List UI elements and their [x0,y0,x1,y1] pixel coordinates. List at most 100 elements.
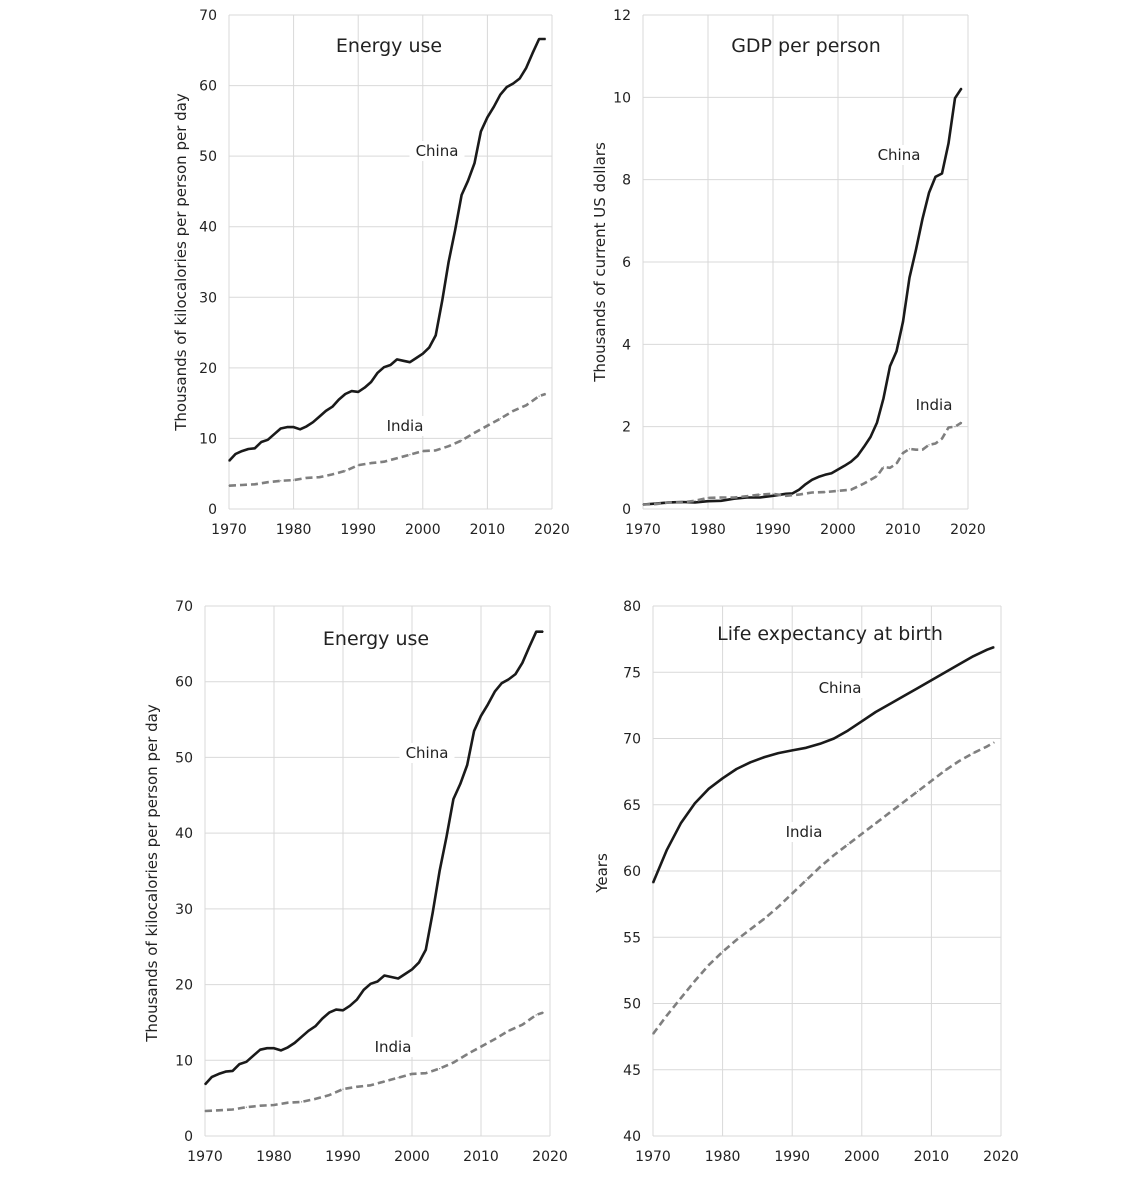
x-tick-label: 2010 [914,1149,950,1165]
x-tick-label: 2020 [950,522,986,538]
x-tick-label: 2020 [532,1149,568,1165]
y-tick-label: 30 [199,290,217,306]
series-line-china [228,37,546,462]
data-point-china [428,346,430,348]
x-tick-label: 2000 [405,522,441,538]
data-point-china [777,752,779,754]
data-point-india [466,1053,468,1055]
data-point-china [364,387,366,389]
data-point-china [514,673,517,675]
data-point-india [512,410,514,412]
y-tick-label: 70 [199,8,217,24]
series-label-bg [409,141,465,161]
data-point-china [441,300,443,302]
data-point-china [390,976,392,978]
data-point-china [824,474,826,476]
data-point-china [915,249,917,251]
data-point-china [954,97,956,99]
y-tick-label: 30 [175,902,193,918]
data-point-china [916,687,919,689]
data-point-china [863,446,865,448]
data-point-china [409,361,411,363]
data-point-india [805,879,807,881]
data-point-china [211,1076,213,1078]
data-point-india [824,491,826,493]
data-point-india [357,464,359,466]
x-tick-label: 1980 [276,522,312,538]
data-point-china [425,949,427,951]
y-tick-label: 40 [623,1129,641,1145]
data-point-china [461,194,463,196]
data-point-india [409,454,411,456]
y-tick-label: 60 [623,864,641,880]
grid [642,14,969,510]
data-point-india [889,812,891,814]
data-point-india [331,473,333,475]
data-point-china [494,691,496,693]
data-point-india [480,1046,482,1048]
x-tick-label: 1990 [774,1149,810,1165]
data-point-china [404,973,406,975]
data-point-china [204,1083,206,1086]
data-point-china [439,870,441,872]
data-point-india [759,494,761,496]
data-point-india [499,418,501,420]
data-point-china [287,1046,289,1048]
data-point-china [856,455,859,457]
data-point-china [389,364,392,366]
series-line-india [228,392,546,487]
data-point-china [837,468,839,471]
y-tick-label: 0 [208,502,217,518]
data-point-india [452,1062,454,1064]
y-tick-label: 0 [622,502,631,518]
data-point-india [204,1110,206,1112]
data-point-china [383,974,385,977]
data-point-india [314,1098,316,1100]
data-point-india [947,426,950,429]
y-tick-label: 50 [175,750,193,766]
data-point-china [934,176,937,178]
data-point-china [370,381,372,383]
data-point-china [351,390,353,392]
data-point-india [708,964,710,966]
data-point-india [972,752,974,754]
data-point-india [930,780,932,782]
data-point-china [811,479,813,481]
x-tick-label: 1980 [705,1149,741,1165]
data-point-china [889,703,891,705]
data-point-india [772,493,774,495]
data-point-china [521,662,524,664]
data-point-china [694,501,696,503]
data-point-china [519,77,521,80]
data-point-china [254,447,256,449]
data-point-china [759,496,761,499]
data-point-india [847,843,849,846]
data-point-china [876,422,878,424]
data-point-india [986,745,988,747]
series-line-china [204,630,544,1086]
y-tick-label: 10 [199,431,217,447]
data-point-china [331,406,333,408]
data-point-china [538,38,540,40]
data-point-india [934,442,937,445]
series-label-bg [365,1037,421,1057]
data-point-china [473,162,476,164]
data-point-india [293,479,295,481]
data-point-india [254,483,256,485]
data-point-china [342,1009,344,1011]
x-tick-label: 2010 [885,522,921,538]
data-point-china [349,1005,351,1007]
data-point-china [532,52,534,54]
data-point-india [902,452,904,454]
data-point-india [861,833,863,835]
data-point-india [396,457,398,459]
data-point-china [707,500,709,502]
data-point-india [425,1072,427,1074]
data-point-india [735,939,738,941]
data-point-china [493,106,495,108]
data-point-india [791,892,793,895]
data-point-india [383,1080,385,1083]
data-point-china [267,439,269,441]
data-point-china [218,1073,220,1075]
data-point-china [245,1061,247,1063]
